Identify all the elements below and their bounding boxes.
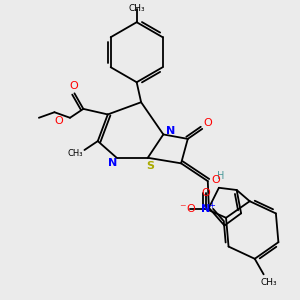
Text: O: O	[203, 118, 212, 128]
Text: S: S	[146, 160, 154, 171]
Text: ⁻: ⁻	[179, 202, 186, 215]
Text: N: N	[201, 204, 211, 214]
Text: CH₃: CH₃	[68, 149, 83, 158]
Text: CH₃: CH₃	[128, 4, 145, 14]
Text: O: O	[211, 175, 220, 185]
Text: O: O	[55, 116, 63, 126]
Text: CH₃: CH₃	[261, 278, 278, 286]
Text: +: +	[208, 201, 215, 210]
Text: H: H	[218, 171, 225, 181]
Text: O: O	[69, 81, 78, 91]
Text: O: O	[202, 188, 210, 198]
Text: N: N	[108, 158, 117, 168]
Text: O: O	[186, 204, 195, 214]
Text: N: N	[167, 126, 176, 136]
